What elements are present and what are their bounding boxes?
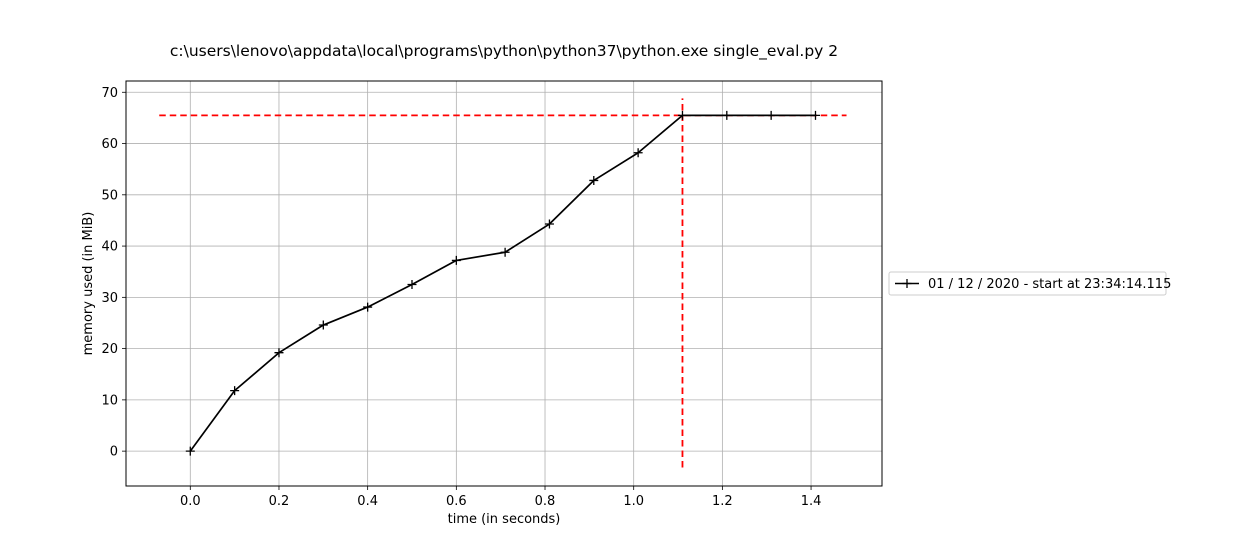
gridlines bbox=[126, 81, 882, 486]
data-point-marker bbox=[589, 175, 599, 185]
data-point-marker bbox=[766, 110, 776, 120]
series-layer bbox=[185, 110, 820, 456]
x-tick-label: 0.6 bbox=[446, 494, 467, 509]
y-axis: 0 10 20 30 40 50 60 70 bbox=[101, 86, 126, 460]
data-point-marker bbox=[810, 110, 820, 120]
y-tick-label: 60 bbox=[101, 137, 118, 152]
data-point-marker bbox=[677, 110, 687, 120]
legend-box bbox=[888, 271, 1167, 296]
data-point-marker bbox=[500, 247, 510, 257]
x-tick-label: 1.4 bbox=[801, 494, 822, 509]
legend-label: 01 / 12 / 2020 - start at 23:34:14.115 bbox=[928, 277, 1171, 292]
data-point-marker bbox=[230, 386, 240, 396]
data-point-marker bbox=[544, 219, 554, 229]
legend: 01 / 12 / 2020 - start at 23:34:14.115 bbox=[888, 271, 1171, 296]
x-axis-label: time (in seconds) bbox=[448, 512, 561, 527]
x-tick-label: 0.2 bbox=[269, 494, 290, 509]
data-point-marker bbox=[185, 446, 195, 456]
y-tick-label: 40 bbox=[101, 240, 118, 255]
data-point-marker bbox=[274, 348, 284, 358]
plot-area bbox=[125, 80, 883, 487]
y-tick-label: 0 bbox=[110, 445, 118, 460]
y-tick-label: 10 bbox=[101, 393, 118, 408]
x-tick-label: 1.0 bbox=[623, 494, 644, 509]
x-tick-label: 0.8 bbox=[535, 494, 556, 509]
y-tick-label: 70 bbox=[101, 86, 118, 101]
chart-title: c:\users\lenovo\appdata\local\programs\p… bbox=[170, 42, 838, 61]
data-point-marker bbox=[633, 148, 643, 158]
data-point-marker bbox=[363, 302, 373, 312]
x-tick-label: 0.4 bbox=[357, 494, 378, 509]
data-point-marker bbox=[318, 320, 328, 330]
legend-marker-swatch bbox=[902, 279, 912, 288]
y-tick-label: 50 bbox=[101, 188, 118, 203]
data-point-marker bbox=[407, 280, 417, 290]
y-tick-label: 20 bbox=[101, 342, 118, 357]
y-axis-label: memory used (in MiB) bbox=[81, 212, 96, 356]
data-point-marker bbox=[451, 255, 461, 265]
y-tick-label: 30 bbox=[101, 291, 118, 306]
data-point-marker bbox=[722, 110, 732, 120]
x-tick-label: 0.0 bbox=[180, 494, 201, 509]
x-tick-label: 1.2 bbox=[712, 494, 733, 509]
x-axis: 0.0 0.2 0.4 0.6 0.8 1.0 1.2 1.4 bbox=[180, 486, 821, 509]
plot-frame bbox=[125, 80, 883, 487]
